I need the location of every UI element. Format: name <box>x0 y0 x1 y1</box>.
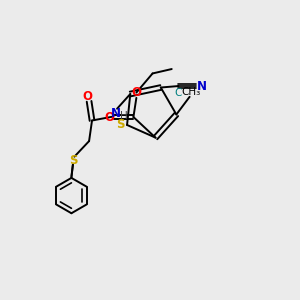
Text: S: S <box>69 154 77 167</box>
Text: N: N <box>111 106 121 120</box>
Text: H: H <box>120 111 128 121</box>
Text: O: O <box>104 110 114 124</box>
Text: N: N <box>196 80 206 92</box>
Text: O: O <box>131 86 141 99</box>
Text: O: O <box>82 90 93 103</box>
Text: CH₃: CH₃ <box>182 87 201 97</box>
Text: C: C <box>175 88 182 98</box>
Text: S: S <box>116 118 125 131</box>
